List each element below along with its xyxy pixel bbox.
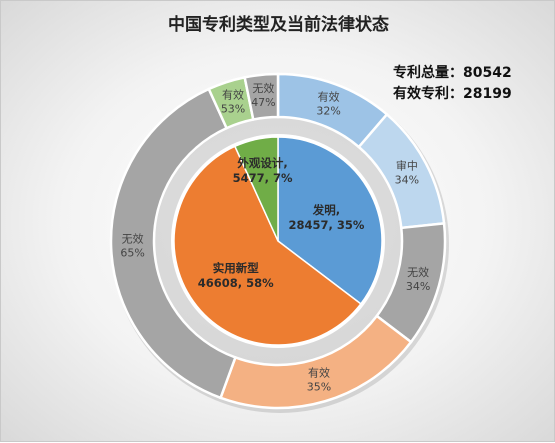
outer-label-percent-2-1: 47% bbox=[251, 96, 275, 109]
valid-patents-label: 有效专利： bbox=[393, 86, 463, 102]
outer-label-percent-0-2: 34% bbox=[406, 280, 430, 293]
inner-slice-0 bbox=[277, 136, 383, 305]
inner-slice-2 bbox=[233, 136, 279, 242]
outer-label-percent-0-1: 34% bbox=[395, 173, 419, 186]
outer-label-name-2-1: 无效 bbox=[252, 81, 274, 95]
outer-label-name-0-1: 审中 bbox=[396, 158, 418, 172]
outer-label-percent-0-0: 32% bbox=[316, 105, 340, 118]
valid-patents-row: 有效专利：28199 bbox=[393, 84, 512, 105]
outer-segment-1-1 bbox=[109, 87, 237, 400]
outer-label-percent-1-1: 65% bbox=[120, 247, 144, 260]
summary-stats: 专利总量：80542 有效专利：28199 bbox=[393, 63, 512, 105]
outer-segment-2-1 bbox=[243, 72, 280, 121]
outer-label-percent-2-0: 53% bbox=[221, 103, 245, 116]
outer-label-name-1-0: 有效 bbox=[308, 366, 330, 380]
inner-label-value-2: 5477, 7% bbox=[233, 171, 293, 185]
inner-label-value-0: 28457, 35% bbox=[288, 218, 364, 232]
outer-label-name-0-2: 无效 bbox=[407, 265, 429, 279]
outer-label-name-0-0: 有效 bbox=[318, 90, 340, 104]
chart-title: 中国专利类型及当前法律状态 bbox=[168, 15, 389, 35]
total-patents-value: 80542 bbox=[463, 65, 512, 81]
inner-label-name-1: 实用新型 bbox=[213, 261, 259, 275]
total-patents-label: 专利总量： bbox=[393, 65, 463, 81]
total-patents-row: 专利总量：80542 bbox=[393, 63, 512, 84]
inner-label-value-1: 46608, 58% bbox=[198, 276, 274, 290]
inner-slice-1 bbox=[173, 145, 362, 346]
inner-label-name-2: 外观设计, bbox=[236, 156, 287, 170]
valid-patents-value: 28199 bbox=[463, 86, 512, 102]
inner-label-name-0: 发明, bbox=[312, 203, 340, 217]
outer-label-name-1-1: 无效 bbox=[122, 232, 144, 246]
outer-label-name-2-0: 有效 bbox=[222, 88, 244, 102]
outer-label-percent-1-0: 35% bbox=[307, 381, 331, 394]
